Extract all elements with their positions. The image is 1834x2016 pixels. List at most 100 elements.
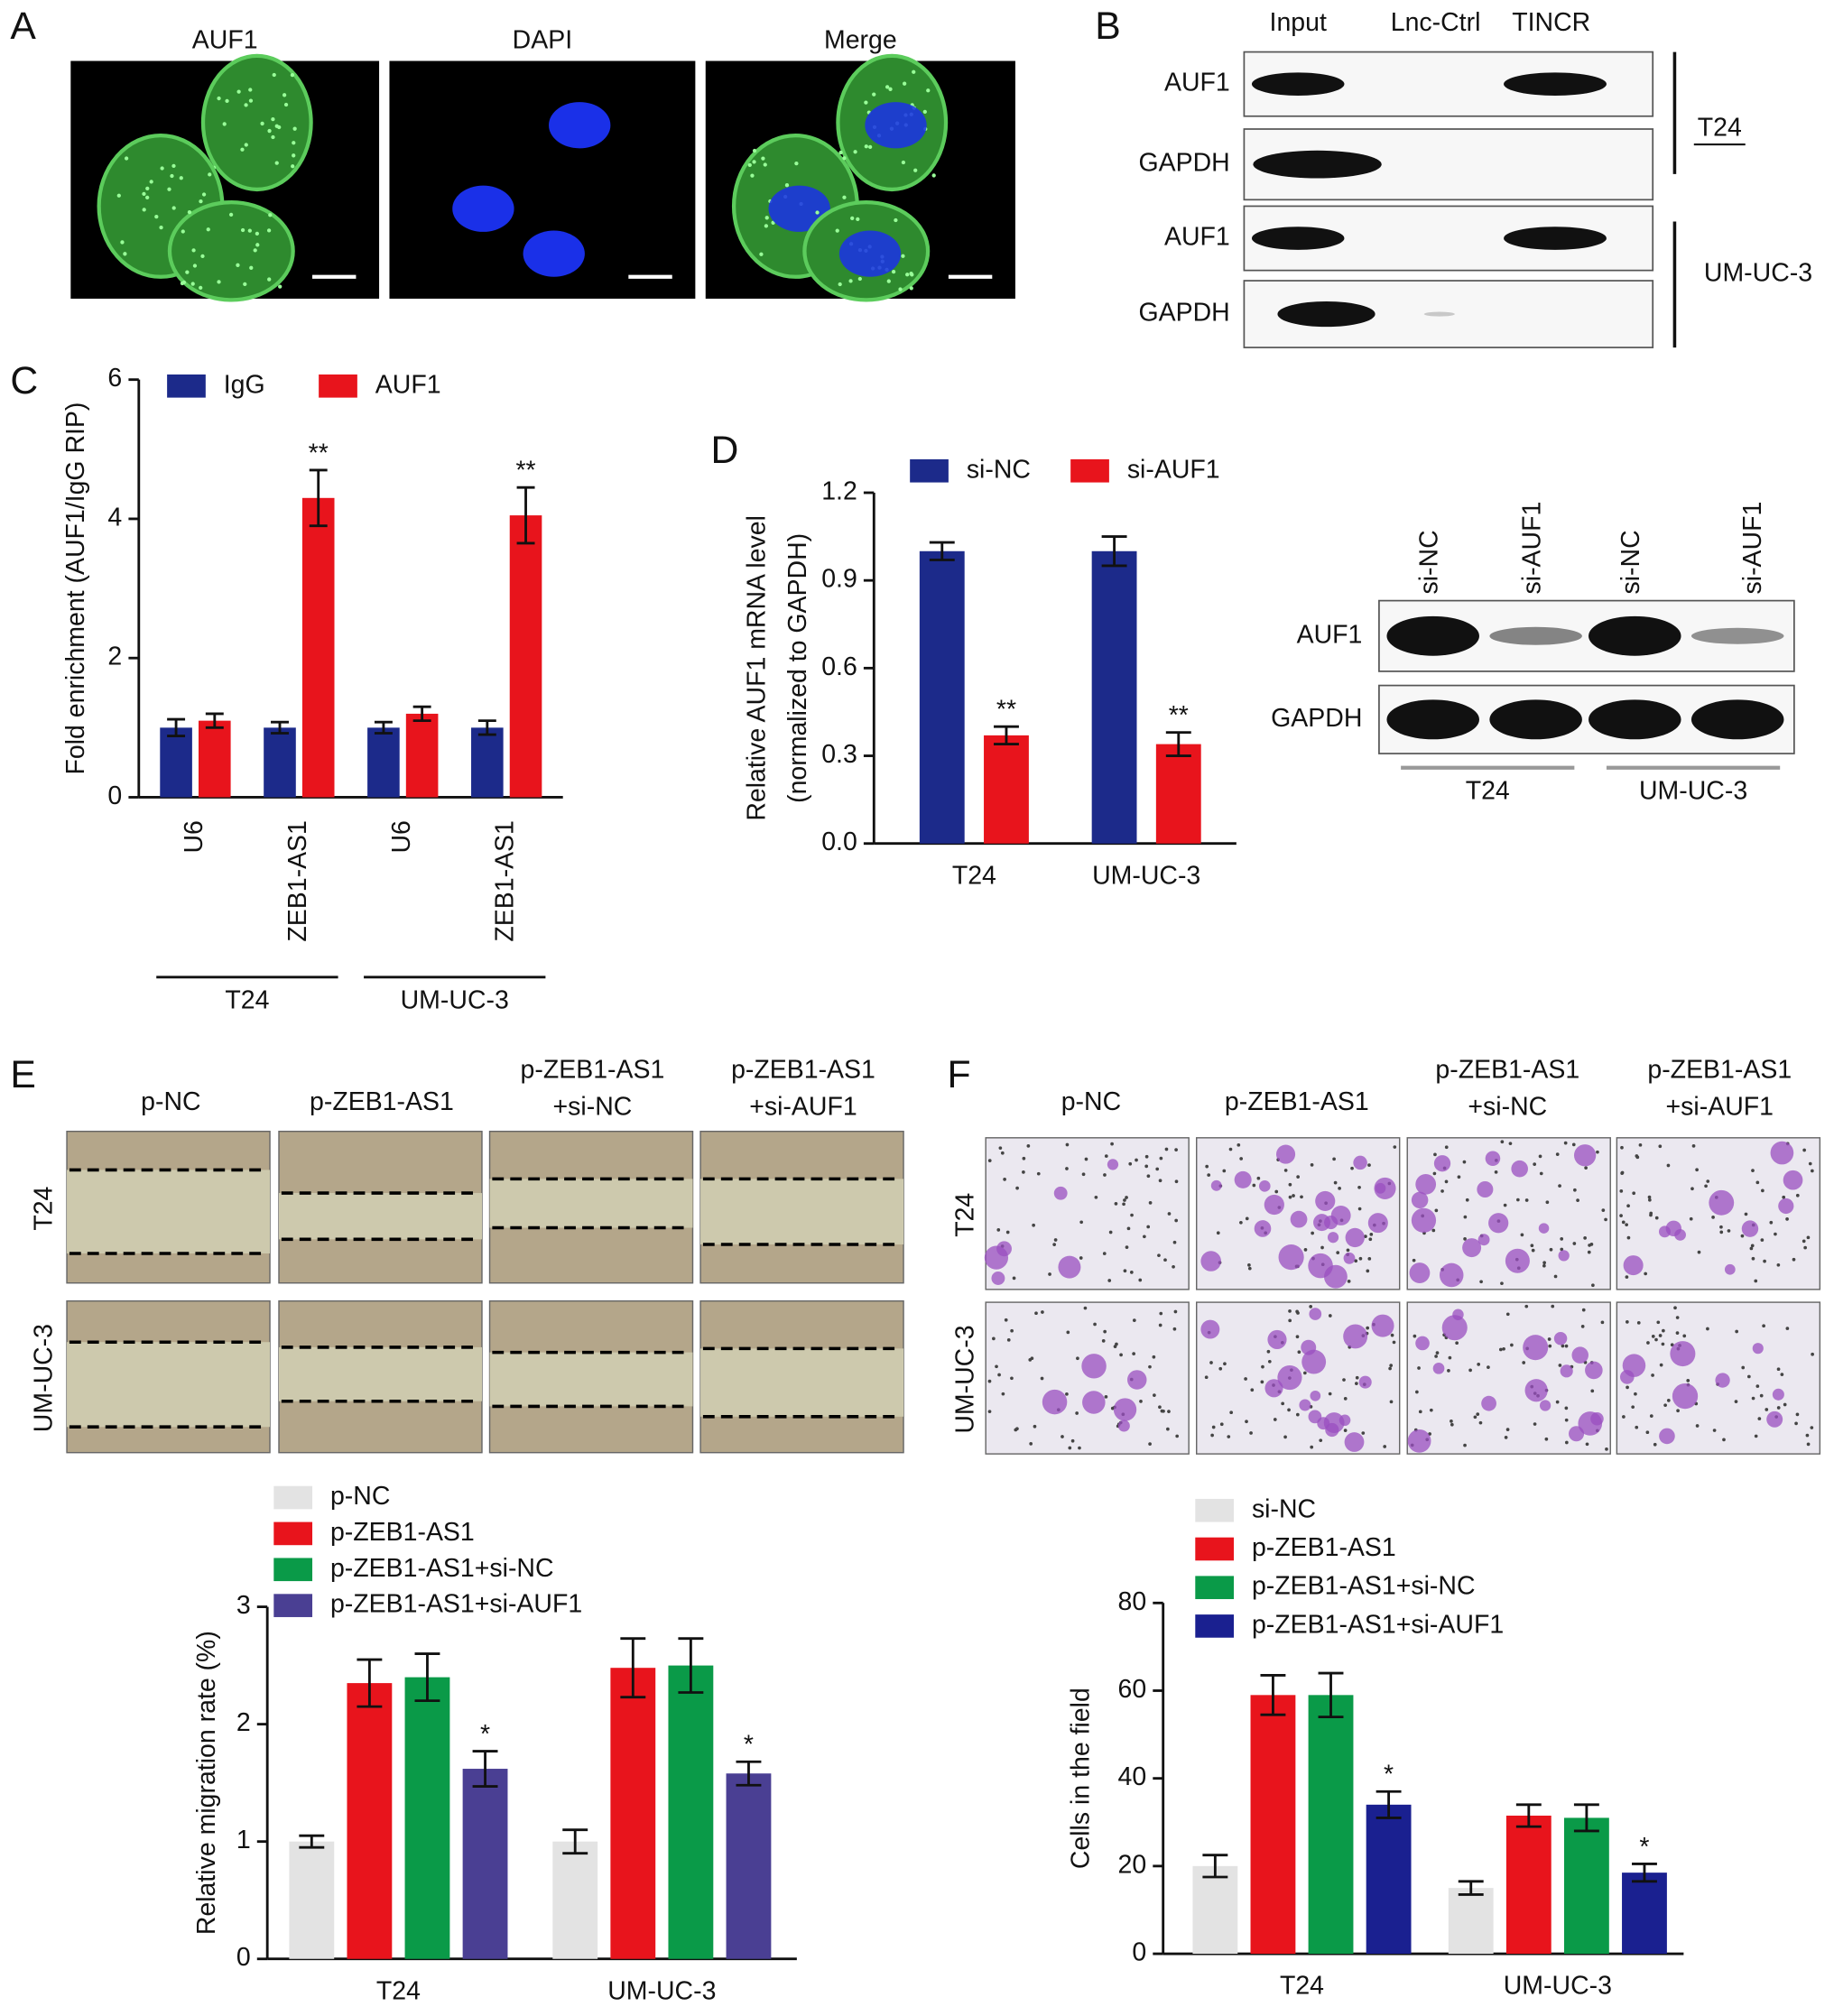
pore	[1239, 1220, 1243, 1225]
pore	[1802, 1148, 1806, 1152]
pore	[1794, 1421, 1798, 1426]
wound-gap	[279, 1346, 482, 1401]
pore	[1782, 1195, 1786, 1199]
pore	[1649, 1414, 1653, 1418]
pore	[1103, 1173, 1107, 1177]
legend-swatch	[1195, 1537, 1235, 1561]
pore	[1204, 1375, 1209, 1380]
y-tick-label: 2	[107, 643, 122, 671]
pore	[1522, 1361, 1526, 1364]
pore	[1619, 1214, 1623, 1218]
pore	[1347, 1279, 1351, 1283]
y-tick-label: 40	[1118, 1762, 1147, 1791]
pore	[1447, 1369, 1450, 1373]
speckle	[123, 252, 127, 256]
column-title: +si-AUF1	[1666, 1093, 1774, 1122]
pore	[1413, 1334, 1417, 1338]
band	[1386, 699, 1479, 740]
pore	[1015, 1427, 1019, 1431]
pore	[1765, 1408, 1769, 1411]
pore	[1760, 1238, 1765, 1242]
pore	[1274, 1189, 1279, 1194]
transwell-image	[985, 1137, 1190, 1290]
lane-label: si-NC	[1414, 530, 1443, 594]
pore	[1075, 1411, 1079, 1415]
speckle	[171, 163, 176, 169]
pore	[1350, 1166, 1354, 1170]
pore	[1412, 1258, 1416, 1262]
pore	[1295, 1412, 1300, 1417]
pore	[1741, 1365, 1746, 1370]
legend-swatch	[910, 458, 949, 483]
speckle	[901, 254, 905, 258]
pore	[1635, 1425, 1639, 1429]
pore	[1328, 1314, 1332, 1318]
pore	[1128, 1161, 1133, 1166]
pore	[1558, 1364, 1562, 1367]
pore	[1354, 1259, 1358, 1263]
pore	[1691, 1143, 1696, 1148]
cell-blob	[1411, 1207, 1437, 1233]
y-tick-label: 0	[107, 781, 122, 810]
pore	[1476, 1412, 1480, 1416]
pore	[1561, 1344, 1565, 1348]
pore	[1157, 1253, 1161, 1258]
speckle	[190, 282, 195, 286]
pore	[1542, 1261, 1546, 1265]
pore	[1682, 1334, 1687, 1338]
pore	[1487, 1365, 1490, 1369]
pore	[1473, 1415, 1477, 1420]
panel-letter: B	[1095, 5, 1120, 48]
pore	[1162, 1409, 1165, 1413]
cell-blob	[1488, 1213, 1509, 1234]
y-axis-label: Cells in the field	[1066, 1688, 1095, 1869]
wound-gap	[67, 1170, 271, 1253]
pore	[1250, 1388, 1255, 1392]
pore	[1581, 1308, 1586, 1312]
speckle	[282, 93, 287, 97]
pore	[1113, 1345, 1117, 1348]
pore	[1727, 1229, 1731, 1233]
pore	[1300, 1195, 1303, 1199]
pore	[1780, 1373, 1784, 1376]
legend-label: p-ZEB1-AS1+si-AUF1	[330, 1590, 582, 1619]
legend-swatch	[167, 374, 206, 398]
pore	[1163, 1258, 1167, 1262]
pore	[1383, 1445, 1387, 1448]
column-title: p-ZEB1-AS1	[731, 1055, 875, 1084]
pore	[1297, 1350, 1301, 1355]
speckle	[181, 280, 187, 285]
pore	[1634, 1392, 1637, 1396]
pore	[1564, 1440, 1569, 1445]
y-tick-label: 4	[107, 503, 122, 532]
speckle	[752, 160, 756, 164]
band	[1251, 227, 1345, 250]
y-tick-label: 80	[1118, 1587, 1147, 1616]
speckle	[902, 81, 907, 86]
cell-blob	[1343, 1324, 1368, 1349]
pore	[1065, 1392, 1069, 1396]
pore	[1032, 1223, 1035, 1227]
row-label: GAPDH	[1138, 149, 1229, 178]
pore	[1622, 1415, 1626, 1419]
pore	[1273, 1418, 1277, 1421]
pore	[1520, 1233, 1524, 1237]
pore	[1626, 1385, 1629, 1390]
speckle	[255, 243, 260, 247]
cell-blob	[1117, 1420, 1130, 1432]
cell-blob	[1783, 1170, 1803, 1190]
pore	[1811, 1352, 1814, 1356]
pore	[1695, 1168, 1699, 1172]
pore	[1673, 1306, 1677, 1310]
pore	[1129, 1271, 1134, 1274]
pore	[1553, 1274, 1558, 1279]
lane-label: Lnc-Ctrl	[1391, 8, 1481, 37]
pore	[1533, 1422, 1537, 1426]
pore	[1125, 1196, 1128, 1199]
speckle	[244, 143, 248, 147]
cell-blob	[1344, 1432, 1365, 1452]
significance: **	[1169, 701, 1189, 730]
pore	[1143, 1235, 1146, 1239]
speckle	[872, 92, 876, 97]
